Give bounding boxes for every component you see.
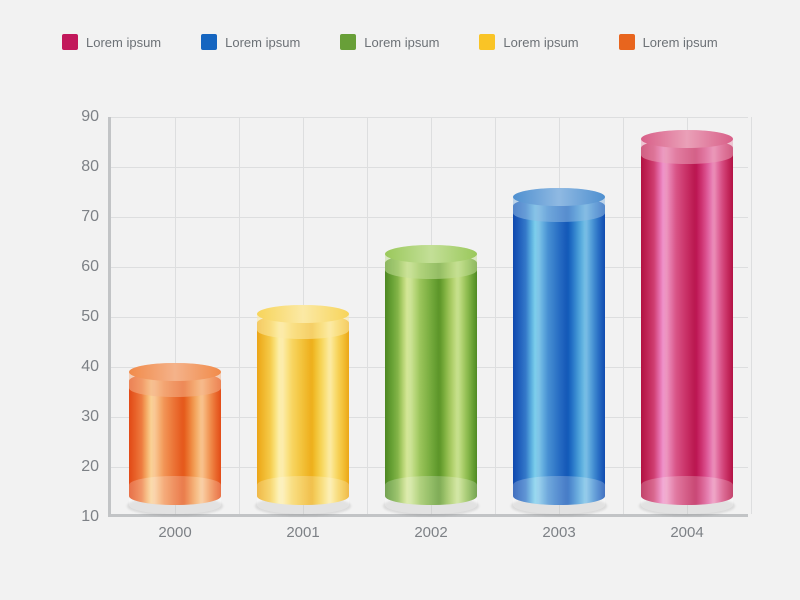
legend-item: Lorem ipsum — [340, 34, 439, 50]
x-axis-label: 2002 — [414, 524, 447, 541]
cylinder-bar-chart: 10203040506070809020002001200220032004 — [108, 117, 748, 517]
bar-body — [641, 139, 733, 505]
bar-top-ellipse — [641, 130, 733, 148]
bar-body — [129, 372, 221, 506]
x-axis-label: 2004 — [670, 524, 703, 541]
gridline-vertical — [495, 117, 496, 514]
bar-body — [513, 197, 605, 506]
y-axis-label: 20 — [81, 458, 99, 476]
y-axis-label: 60 — [81, 258, 99, 276]
gridline-vertical — [239, 117, 240, 514]
bar-cylinder — [513, 197, 605, 515]
y-axis-label: 30 — [81, 408, 99, 426]
legend: Lorem ipsum Lorem ipsum Lorem ipsum Lore… — [62, 34, 718, 50]
legend-label: Lorem ipsum — [225, 35, 300, 50]
bar-top-ellipse — [385, 245, 477, 263]
legend-swatch — [479, 34, 495, 50]
bar-cylinder — [257, 314, 349, 514]
y-axis-label: 10 — [81, 508, 99, 526]
gridline-vertical — [367, 117, 368, 514]
y-axis-label: 50 — [81, 308, 99, 326]
bar-body — [257, 314, 349, 505]
x-axis-label: 2003 — [542, 524, 575, 541]
legend-label: Lorem ipsum — [364, 35, 439, 50]
legend-item: Lorem ipsum — [62, 34, 161, 50]
legend-swatch — [62, 34, 78, 50]
y-axis-label: 70 — [81, 208, 99, 226]
y-axis-label: 40 — [81, 358, 99, 376]
gridline-horizontal — [111, 117, 748, 118]
legend-label: Lorem ipsum — [86, 35, 161, 50]
bar-top-ellipse — [513, 188, 605, 206]
legend-label: Lorem ipsum — [503, 35, 578, 50]
bar-cylinder — [129, 372, 221, 515]
gridline-vertical — [623, 117, 624, 514]
legend-label: Lorem ipsum — [643, 35, 718, 50]
bar-cylinder — [385, 254, 477, 514]
legend-item: Lorem ipsum — [201, 34, 300, 50]
gridline-vertical — [751, 117, 752, 514]
legend-item: Lorem ipsum — [479, 34, 578, 50]
bar-cylinder — [641, 139, 733, 514]
x-axis-label: 2000 — [158, 524, 191, 541]
bar-top-ellipse — [257, 305, 349, 323]
bar-body — [385, 254, 477, 505]
x-axis-label: 2001 — [286, 524, 319, 541]
y-axis-label: 90 — [81, 108, 99, 126]
legend-item: Lorem ipsum — [619, 34, 718, 50]
y-axis-label: 80 — [81, 158, 99, 176]
bar-top-ellipse — [129, 363, 221, 381]
legend-swatch — [201, 34, 217, 50]
legend-swatch — [340, 34, 356, 50]
legend-swatch — [619, 34, 635, 50]
